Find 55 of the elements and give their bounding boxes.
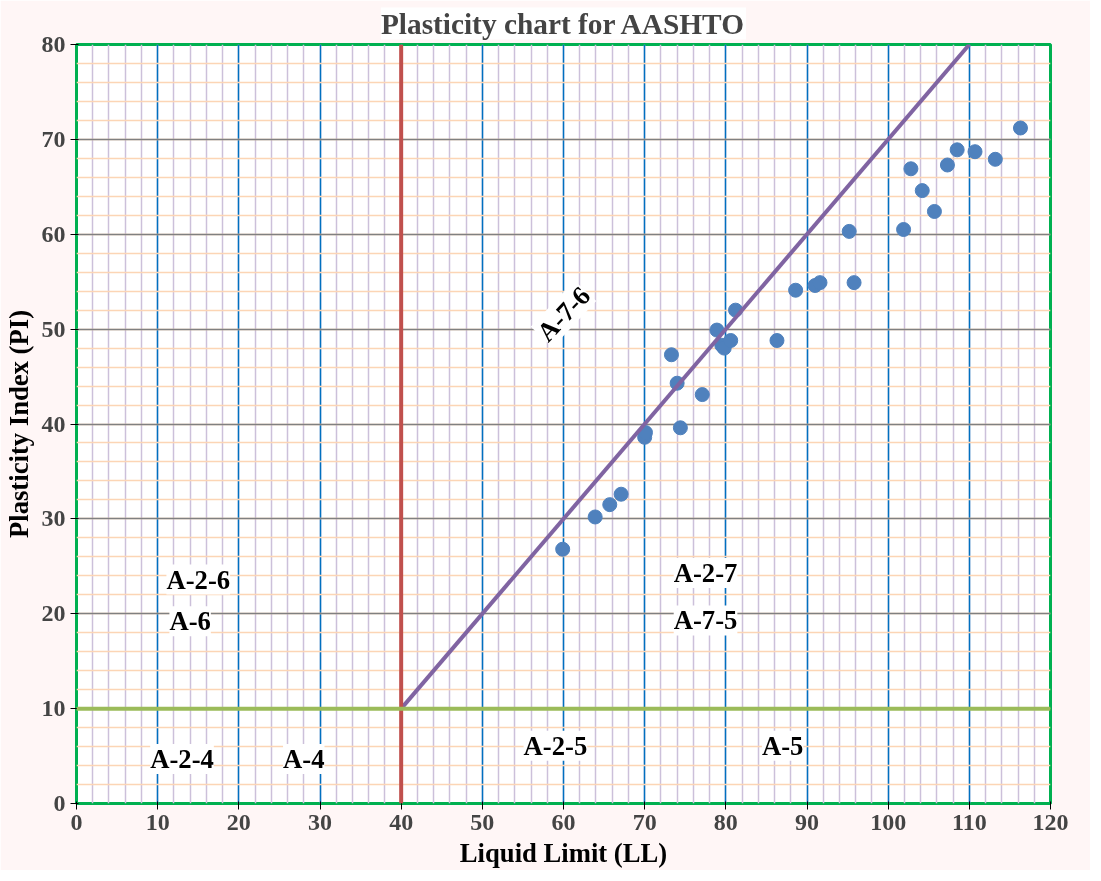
- x-tick-label: 0: [70, 808, 83, 835]
- point: [914, 183, 930, 199]
- x-tick-label: 70: [632, 808, 657, 835]
- y-tick-label: 20: [41, 600, 66, 627]
- x-tick-label: 110: [952, 808, 987, 835]
- point: [613, 486, 629, 502]
- point: [602, 497, 618, 513]
- point: [587, 509, 603, 525]
- annotation: A-5: [761, 730, 804, 761]
- point: [896, 222, 912, 237]
- point: [949, 142, 965, 158]
- x-axis-title: Liquid Limit (LL): [459, 837, 668, 868]
- annotation: A-2-6: [166, 564, 231, 595]
- point: [694, 387, 710, 403]
- y-tick-label: 80: [41, 31, 66, 57]
- point: [841, 223, 857, 239]
- annotation: A-7-5: [673, 605, 738, 636]
- annotation: A-2-4: [150, 743, 214, 774]
- point: [987, 151, 1003, 167]
- x-tick-label: 20: [226, 808, 251, 835]
- y-tick-label: 30: [41, 505, 66, 532]
- x-tick-label: 90: [795, 808, 819, 835]
- y-tick-label: 50: [41, 315, 66, 342]
- point: [672, 420, 688, 436]
- point: [1012, 120, 1028, 136]
- point: [723, 333, 739, 348]
- annotation: A-2-5: [523, 730, 588, 761]
- annotation: A-4: [283, 743, 325, 774]
- x-tick-label: 60: [551, 808, 576, 835]
- point: [788, 282, 804, 298]
- point: [555, 541, 571, 557]
- y-tick-label: 70: [41, 125, 66, 152]
- x-tick-label: 10: [145, 808, 170, 835]
- point: [967, 144, 983, 160]
- annotation: A-2-7: [673, 557, 738, 588]
- x-tick-label: 40: [389, 808, 414, 835]
- y-tick-label: 60: [41, 220, 66, 247]
- point: [903, 161, 919, 177]
- point: [769, 333, 785, 348]
- y-tick-label: 10: [41, 695, 66, 722]
- point: [663, 347, 679, 363]
- y-tick-label: 0: [53, 790, 66, 816]
- chart-title: Plasticity chart for AASHTO: [380, 7, 744, 40]
- x-tick-label: 80: [713, 808, 738, 835]
- x-tick-label: 50: [470, 808, 495, 835]
- point: [812, 275, 828, 291]
- point: [939, 157, 955, 173]
- x-tick-label: 30: [308, 808, 332, 835]
- point: [926, 203, 942, 219]
- x-tick-label: 100: [870, 808, 907, 835]
- y-axis-title: Plasticity Index (PI): [3, 309, 34, 539]
- point: [846, 275, 862, 291]
- y-tick-label: 40: [41, 410, 66, 437]
- annotation: A-6: [169, 606, 211, 637]
- x-tick-label: 120: [1032, 808, 1069, 835]
